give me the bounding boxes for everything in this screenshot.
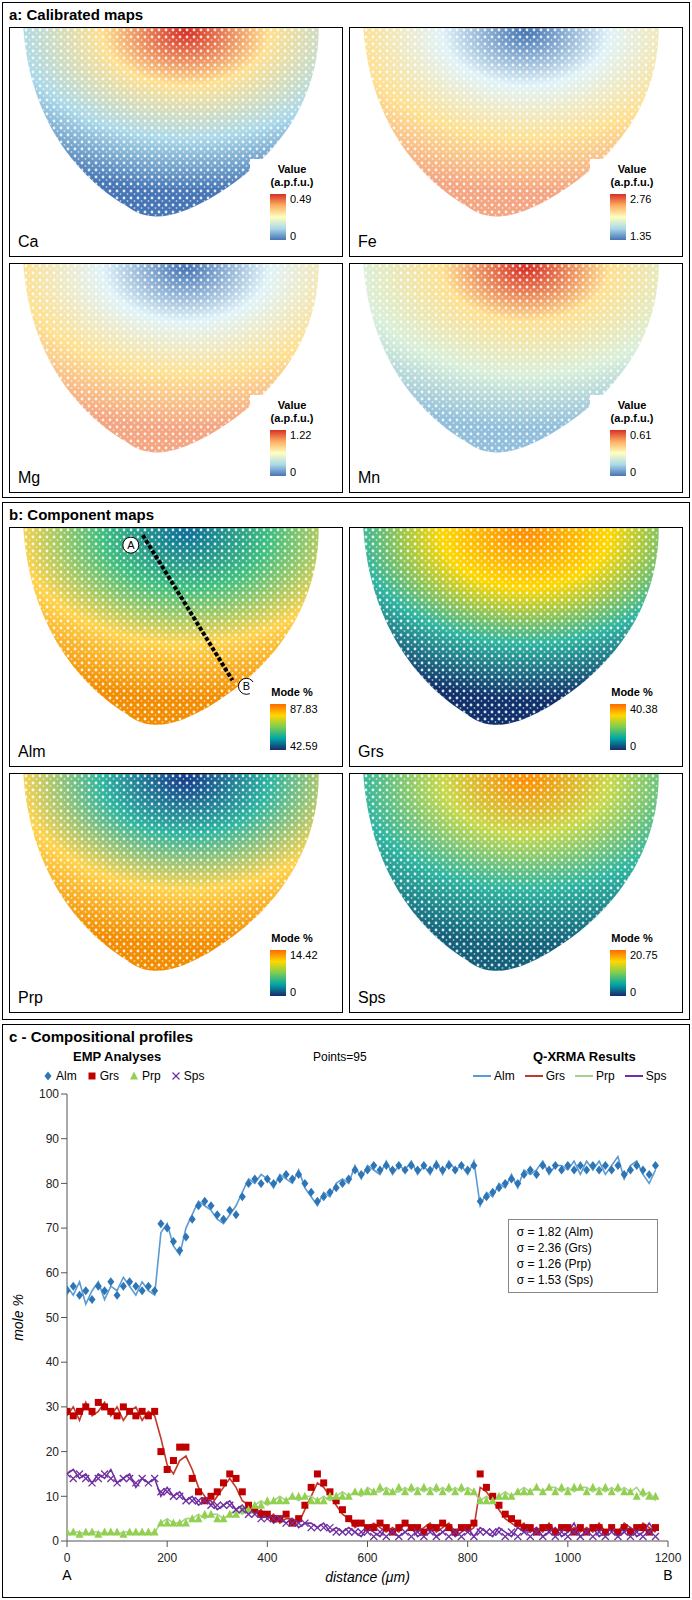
svg-text:60: 60	[46, 1266, 60, 1280]
svg-text:400: 400	[257, 1551, 277, 1565]
svg-text:90: 90	[46, 1132, 60, 1146]
svg-text:Fe: Fe	[358, 233, 377, 250]
html-text:σ = 2.36 (Grs): σ = 2.36 (Grs)	[516, 1241, 592, 1256]
svg-text:Value: Value	[278, 399, 307, 411]
svg-text:0: 0	[290, 986, 296, 998]
html-text:c - Compositional profiles: c - Compositional profiles	[9, 1028, 194, 1045]
html-text:Grs: Grs	[545, 1069, 565, 1083]
svg-text:B: B	[243, 680, 250, 692]
svg-text:14.42: 14.42	[290, 949, 318, 961]
svg-text:200: 200	[157, 1551, 177, 1565]
svg-text:Mode %: Mode %	[271, 932, 313, 944]
svg-text:100: 100	[39, 1087, 59, 1101]
html-text:a: Calibrated maps: a: Calibrated maps	[9, 6, 144, 23]
html-text:Sps: Sps	[183, 1069, 205, 1083]
svg-text:Prp: Prp	[18, 989, 43, 1006]
svg-text:50: 50	[46, 1311, 60, 1325]
svg-text:1.35: 1.35	[630, 230, 651, 242]
svg-text:Mn: Mn	[358, 469, 380, 486]
html-text:Prp: Prp	[596, 1069, 615, 1083]
svg-text:30: 30	[46, 1400, 60, 1414]
svg-text:0.49: 0.49	[290, 193, 311, 205]
html-text:Grs: Grs	[99, 1069, 119, 1083]
svg-text:A: A	[62, 1567, 72, 1583]
svg-text:Grs: Grs	[358, 743, 384, 760]
svg-text:0: 0	[630, 986, 636, 998]
svg-text:70: 70	[46, 1221, 60, 1235]
svg-text:Mode %: Mode %	[611, 932, 653, 944]
html-text:Q-XRMA Results: Q-XRMA Results	[533, 1049, 636, 1064]
svg-text:1.22: 1.22	[290, 429, 311, 441]
svg-text:1000: 1000	[554, 1551, 581, 1565]
svg-text:Sps: Sps	[358, 989, 386, 1006]
svg-text:distance (μm): distance (μm)	[325, 1569, 410, 1585]
svg-text:0: 0	[52, 1534, 59, 1548]
svg-text:0: 0	[290, 230, 296, 242]
svg-text:Value: Value	[618, 399, 647, 411]
html-text:σ = 1.82 (Alm): σ = 1.82 (Alm)	[516, 1225, 594, 1240]
html-text:EMP Analyses: EMP Analyses	[73, 1049, 162, 1064]
html-text:b: Component maps: b: Component maps	[9, 506, 154, 523]
svg-text:10: 10	[46, 1490, 60, 1504]
svg-text:0.61: 0.61	[630, 429, 651, 441]
svg-text:20.75: 20.75	[630, 949, 658, 961]
svg-text:B: B	[663, 1567, 672, 1583]
svg-text:40: 40	[46, 1355, 60, 1369]
html-text:Sps: Sps	[645, 1069, 667, 1083]
svg-text:40.38: 40.38	[630, 703, 658, 715]
svg-text:1200: 1200	[655, 1551, 682, 1565]
svg-text:0: 0	[64, 1551, 71, 1565]
svg-text:A: A	[127, 539, 135, 551]
svg-text:0: 0	[630, 740, 636, 752]
svg-text:600: 600	[357, 1551, 377, 1565]
html-text:Prp: Prp	[142, 1069, 161, 1083]
svg-text:Mode %: Mode %	[271, 686, 313, 698]
svg-text:0: 0	[290, 466, 296, 478]
svg-text:0: 0	[630, 466, 636, 478]
svg-text:2.76: 2.76	[630, 193, 651, 205]
svg-text:Value: Value	[278, 163, 307, 175]
svg-text:800: 800	[458, 1551, 478, 1565]
svg-text:87.83: 87.83	[290, 703, 318, 715]
html-text:σ = 1.53 (Sps): σ = 1.53 (Sps)	[516, 1273, 594, 1288]
svg-text:(a.p.f.u.): (a.p.f.u.)	[271, 176, 314, 188]
svg-text:Alm: Alm	[18, 743, 46, 760]
svg-text:Mode %: Mode %	[611, 686, 653, 698]
svg-text:80: 80	[46, 1177, 60, 1191]
svg-text:(a.p.f.u.): (a.p.f.u.)	[611, 176, 654, 188]
svg-text:(a.p.f.u.): (a.p.f.u.)	[271, 412, 314, 424]
svg-text:42.59: 42.59	[290, 740, 318, 752]
html-text:σ = 1.26 (Prp): σ = 1.26 (Prp)	[516, 1257, 592, 1272]
svg-text:20: 20	[46, 1445, 60, 1459]
svg-text:Ca: Ca	[18, 233, 39, 250]
svg-text:Mg: Mg	[18, 469, 40, 486]
svg-text:mole %: mole %	[10, 1294, 26, 1341]
svg-text:(a.p.f.u.): (a.p.f.u.)	[611, 412, 654, 424]
html-text:Alm: Alm	[56, 1069, 77, 1083]
svg-text:Value: Value	[618, 163, 647, 175]
html-text:Points=95: Points=95	[313, 1050, 367, 1064]
html-text:Alm: Alm	[494, 1069, 515, 1083]
